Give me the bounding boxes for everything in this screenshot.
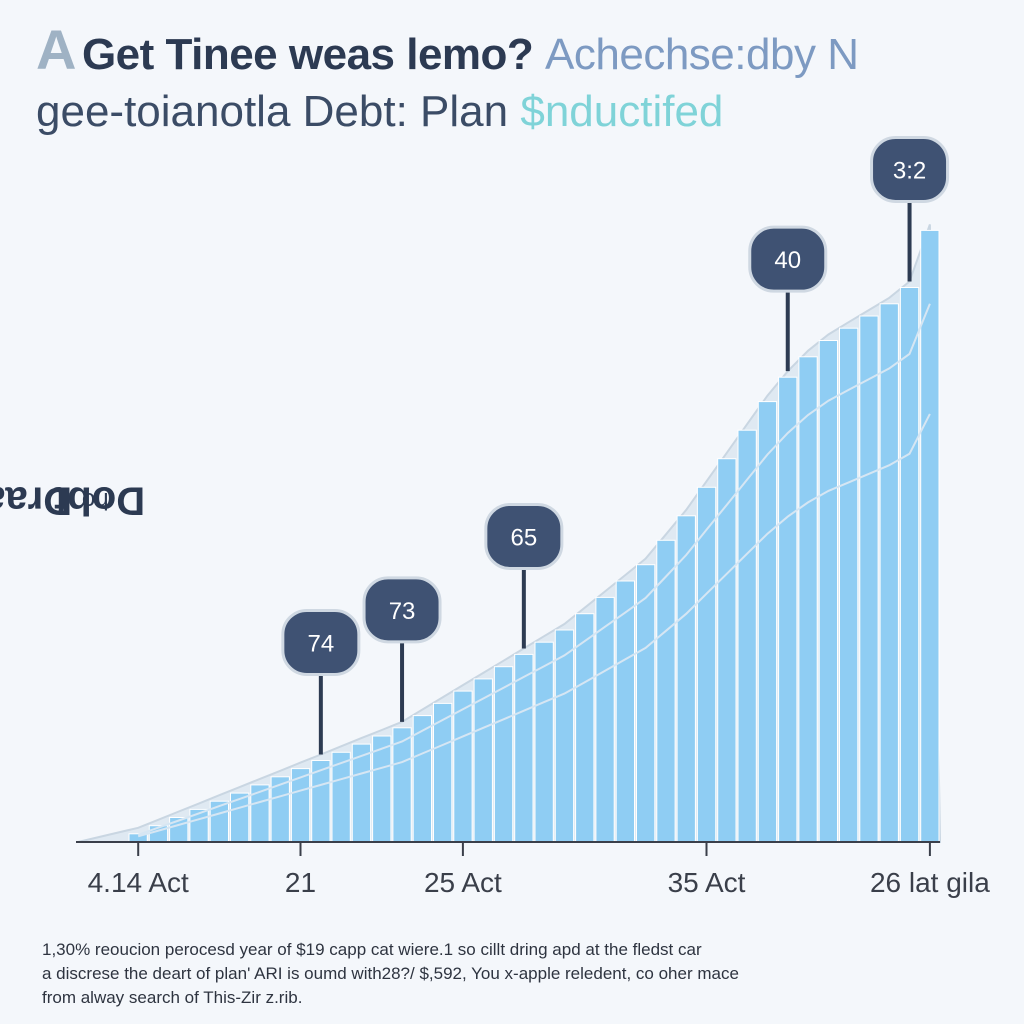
bar-13 <box>392 727 412 843</box>
title-line-1-main: Get Tinee weas lemo? <box>81 30 534 79</box>
bar-28 <box>696 486 717 843</box>
callout-2: 65 <box>484 502 564 649</box>
x-tick-label-0: 4.14 Act <box>87 867 189 898</box>
chart-title-line-1: A Get Tinee weas lemo? Achechse:dby N <box>36 18 996 82</box>
trend-lines <box>137 303 931 838</box>
chart-title-line-2: gee-toianotla Debt: Plan $nductifed <box>36 84 996 140</box>
bar-22 <box>575 613 595 843</box>
bar-38 <box>899 287 920 843</box>
bar-33 <box>798 356 818 843</box>
x-tick-label-1: 21 <box>284 867 317 898</box>
bar-29 <box>717 458 737 843</box>
bar-27 <box>676 515 696 843</box>
bar-16 <box>453 690 473 843</box>
x-tick-label-2: 25 Act <box>423 867 502 898</box>
bar-31 <box>757 401 778 843</box>
bar-25 <box>636 564 656 843</box>
callout-bubble-0 <box>281 608 361 676</box>
callout-bubble-4 <box>870 135 950 203</box>
callout-label-2: 65 <box>510 524 537 551</box>
bar-35 <box>839 327 859 843</box>
callout-bubble-2 <box>484 502 564 570</box>
x-tick-label-3: 35 Act <box>667 867 746 898</box>
bar-36 <box>859 315 879 843</box>
bar-34 <box>818 340 839 843</box>
title-line-2-accent: $nductifed <box>520 87 724 136</box>
bar-21 <box>554 629 575 843</box>
callout-0: 74 <box>281 608 361 755</box>
bar-18 <box>493 666 514 843</box>
callout-bubble-3 <box>748 225 828 293</box>
bar-37 <box>879 303 899 843</box>
footnote: 1,30% reoucion perocesd year of $19 capp… <box>42 938 982 1010</box>
trend-line-1 <box>137 303 931 836</box>
x-tick-label-4: 26 lat gila <box>869 867 990 898</box>
trend-line-2 <box>137 413 931 838</box>
callout-bubble-1 <box>362 576 442 644</box>
footnote-line-3: from alway search of This-Zir z.rib. <box>42 988 303 1007</box>
callout-label-4: 3:2 <box>893 157 926 184</box>
callout-label-1: 73 <box>389 598 416 625</box>
callouts: 74 73 65 40 3:2 <box>281 135 950 755</box>
bar-23 <box>595 596 615 843</box>
title-lead-letter: A <box>36 18 76 81</box>
bar-30 <box>737 429 757 843</box>
bar-24 <box>615 580 636 843</box>
bar-20 <box>534 641 554 843</box>
bar-26 <box>656 539 676 843</box>
bar-19 <box>514 653 534 843</box>
footnote-line-2: a discrese the deart of plan' ARI is oum… <box>42 964 739 983</box>
callout-4: 3:2 <box>870 135 950 282</box>
footnote-line-1: 1,30% reoucion perocesd year of $19 capp… <box>42 940 702 959</box>
title-line-1-end: N <box>827 30 859 79</box>
callout-label-0: 74 <box>307 630 334 657</box>
callout-3: 40 <box>748 225 828 372</box>
x-ticks <box>137 842 931 856</box>
callout-label-3: 40 <box>774 247 801 274</box>
bar-32 <box>778 376 798 843</box>
bar-17 <box>473 678 493 843</box>
callout-1: 73 <box>362 576 442 722</box>
title-line-2-main: gee-toianotla Debt: Plan <box>36 87 509 136</box>
title-line-1-faded: Achechse:dby <box>545 30 816 79</box>
